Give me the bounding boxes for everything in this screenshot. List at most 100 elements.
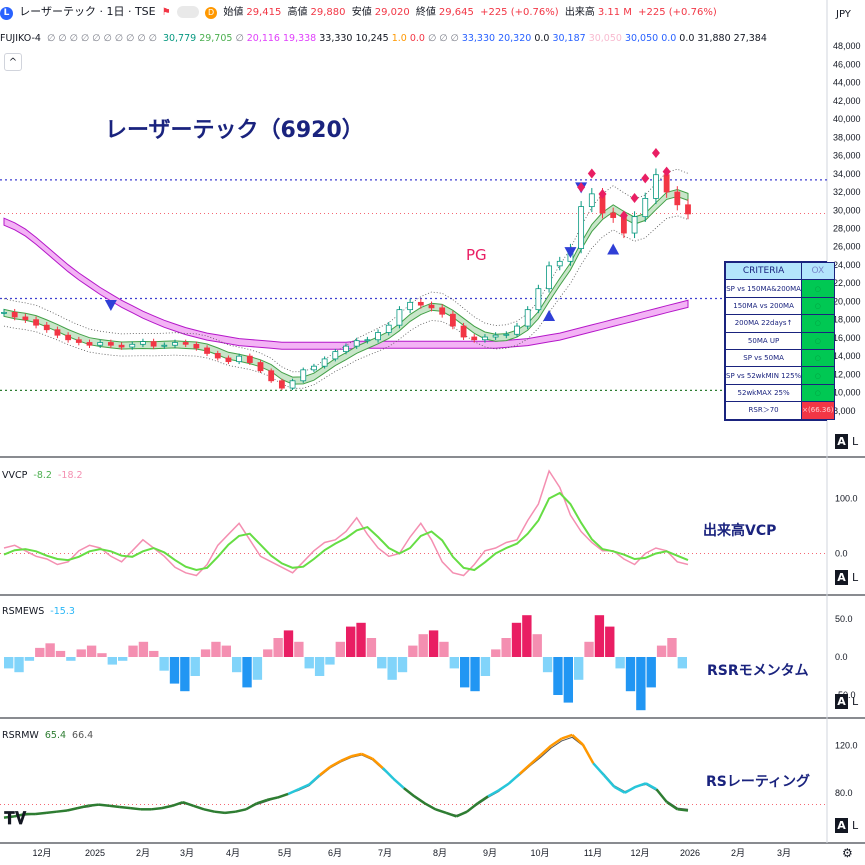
rsrmw-segment (539, 744, 553, 756)
rsmews-bar (283, 630, 294, 657)
log-scale-button[interactable]: L (852, 695, 859, 708)
logo-icon: L (0, 7, 13, 20)
rsrmw-segment (203, 808, 215, 813)
indicator-legend: FUJIKO-4 ∅ ∅ ∅ ∅ ∅ ∅ ∅ ∅ ∅ ∅ 30,779 29,70… (0, 33, 773, 44)
rsrmw-segment (256, 798, 268, 805)
candle-body (524, 309, 531, 327)
candle-body (118, 344, 125, 348)
x-tick-label: 6月 (328, 848, 342, 858)
log-scale-button[interactable]: L (852, 819, 859, 832)
rsmews-bar (66, 657, 76, 661)
criteria-row: 200MA 22days↑ ○ (724, 314, 835, 333)
rsmews-bar (511, 622, 522, 657)
criteria-row: 50MA UP ○ (724, 331, 835, 350)
rsmews-bar (408, 645, 418, 657)
rsmews-bar (221, 645, 231, 657)
rsmews-bar (149, 650, 159, 657)
rsrmw-name[interactable]: RSRMW (2, 730, 39, 741)
auto-scale-button[interactable]: A (835, 570, 848, 585)
symbol-title[interactable]: レーザーテック · 1日 · TSE (19, 5, 156, 18)
candle-body (214, 353, 221, 359)
vvcp-value-1: -8.2 (33, 470, 52, 481)
tradingview-logo-icon: 𝐓𝐕 (4, 809, 27, 829)
candle-body (11, 311, 18, 318)
indicator-name[interactable]: FUJIKO-4 (0, 33, 41, 44)
rsmews-bar (55, 650, 66, 657)
header-bar: L レーザーテック · 1日 · TSE ⚑ D 始値 29,415 高値 29,8… (0, 3, 720, 20)
indicator-placeholders: ∅ ∅ ∅ ∅ ∅ ∅ ∅ ∅ ∅ ∅ (46, 33, 157, 44)
candle-body (364, 339, 371, 342)
rsmews-bar (118, 657, 128, 661)
indicator-value: 30,050 (588, 33, 622, 44)
rsmews-bar (428, 630, 439, 657)
vvcp-volume-line (3, 469, 689, 577)
settings-gear-icon[interactable]: ⚙ (842, 846, 853, 860)
candle-body (385, 324, 392, 333)
rsrmw-segment (308, 774, 321, 786)
ma-50-band (3, 188, 689, 385)
rsmews-bar (625, 657, 636, 692)
ohlc-open-label: 始値 (223, 7, 244, 18)
rsrmw-segment (214, 810, 226, 815)
candle-body (653, 174, 659, 199)
rsrmw-segment (645, 782, 658, 791)
candle-body (225, 357, 232, 363)
x-tick-label: 2月 (136, 848, 150, 858)
x-tick-label: 8月 (433, 848, 447, 858)
candle-body (492, 334, 499, 338)
candle-body (278, 380, 285, 389)
rsmews-value: -15.3 (50, 606, 75, 617)
x-tick-label: 3月 (777, 848, 791, 858)
rsmews-bar (418, 634, 428, 657)
indicator-value: 27,384 (733, 33, 767, 44)
indicator-value: 33,330 (461, 33, 496, 44)
y-tick-label: 18,000 (833, 315, 861, 325)
vvcp-name[interactable]: VVCP (2, 470, 28, 481)
currency-label[interactable]: JPY (836, 9, 851, 20)
log-scale-button[interactable]: L (852, 571, 859, 584)
auto-scale-button[interactable]: A (835, 694, 848, 709)
rsrmw-segment (298, 783, 310, 791)
criteria-result: ○ (801, 366, 835, 385)
rsmews-name[interactable]: RSMEWS (2, 606, 45, 617)
rsrmw-segment (88, 803, 99, 808)
rsrmw-segment (624, 785, 636, 794)
indicator-value: 30,187 (552, 33, 586, 44)
d-badge[interactable]: D (205, 7, 218, 19)
candle-body (535, 288, 542, 311)
candle-body (503, 333, 510, 336)
auto-scale-button[interactable]: A (835, 818, 848, 833)
rsrmw-segment (613, 785, 626, 794)
high-diamond-marker (598, 189, 607, 200)
collapse-button[interactable]: ^ (4, 53, 22, 71)
rsrmw-segment (424, 802, 437, 811)
indicator-value: 30,779 (162, 33, 197, 44)
hide-pill[interactable] (176, 6, 199, 18)
x-tick-label: 4月 (226, 848, 240, 858)
rsmews-bar (4, 657, 14, 669)
rsmews-bar (14, 657, 24, 673)
candle-body (107, 342, 114, 346)
log-scale-button[interactable]: L (852, 435, 859, 448)
flag-icon[interactable]: ⚑ (161, 7, 171, 18)
x-tick-label: 9月 (483, 848, 497, 858)
rsrmw-y-tick-label: 120.0 (835, 741, 858, 751)
ohlc-high-label: 高値 (287, 7, 308, 18)
rsrmw-segment (56, 809, 68, 813)
rsrmw-segment (518, 763, 531, 775)
rsrmw-value-1: 65.4 (44, 730, 67, 741)
candle-body (685, 204, 691, 215)
y-tick-label: 36,000 (833, 151, 861, 161)
candle-body (204, 347, 210, 354)
candle-body (311, 365, 317, 371)
rsrmw-segment (193, 804, 205, 811)
auto-scale-button[interactable]: A (835, 434, 848, 449)
candle-body (246, 355, 253, 363)
y-tick-label: 44,000 (833, 78, 861, 88)
rsr-note: RSRモメンタム (707, 663, 809, 679)
y-tick-label: 48,000 (833, 41, 861, 51)
rsrmw-segment (287, 788, 300, 796)
criteria-row: SP vs 150MA&200MA ○ (724, 279, 835, 298)
rsmews-bar (667, 638, 677, 657)
